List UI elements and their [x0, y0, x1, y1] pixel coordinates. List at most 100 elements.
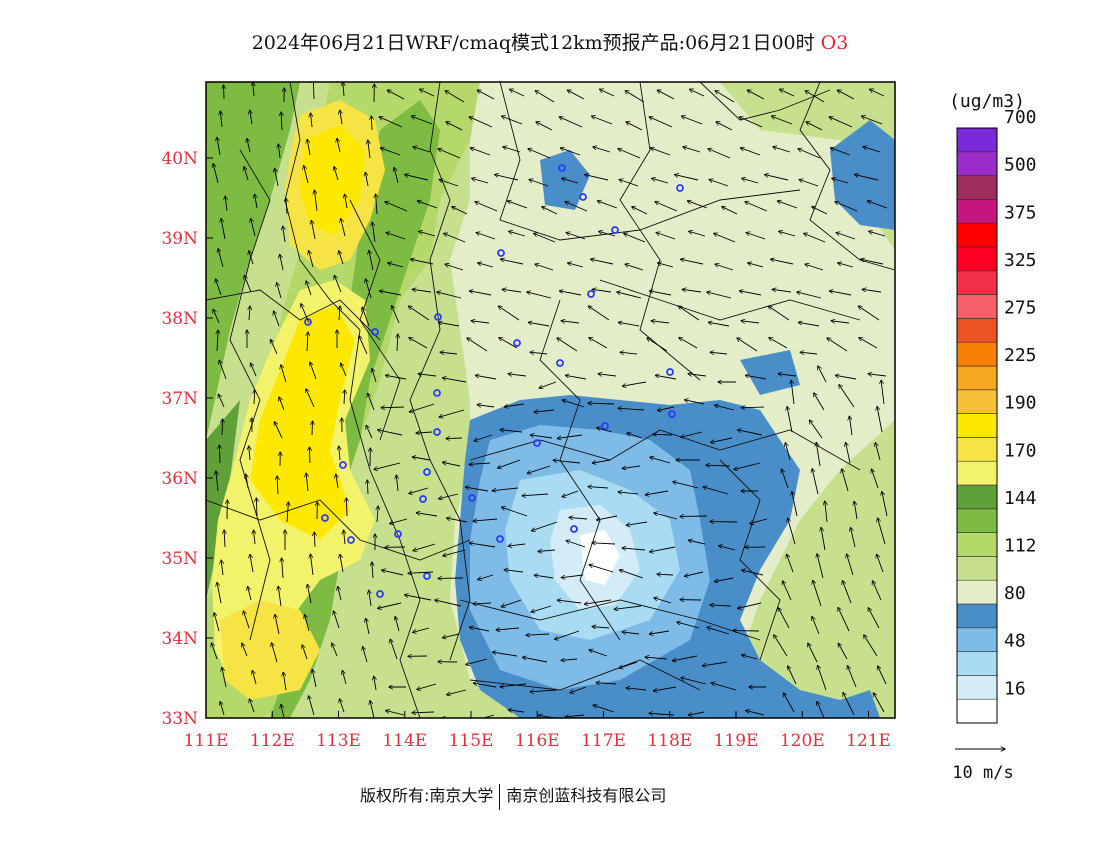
wind-arrow — [217, 137, 221, 156]
wind-arrow — [275, 168, 279, 187]
wind-arrow — [829, 117, 853, 128]
wind-arrow — [588, 403, 615, 404]
wind-arrow — [562, 490, 579, 497]
wind-arrow — [738, 430, 763, 436]
wind-arrow — [655, 375, 677, 380]
wind-arrow — [312, 669, 317, 688]
wind-arrow — [854, 501, 858, 520]
wind-arrow — [562, 400, 585, 408]
wind-arrow — [535, 264, 554, 271]
colorbar-segment — [956, 698, 998, 724]
wind-arrow — [492, 652, 518, 657]
wind-arrow — [702, 661, 728, 666]
wind-arrow — [467, 338, 488, 352]
y-tick-label: 36N — [161, 469, 198, 489]
wind-arrow — [412, 457, 431, 461]
wind-arrow — [411, 116, 433, 125]
colorbar-label: 375 — [1004, 202, 1037, 223]
wind-arrow — [632, 207, 648, 215]
wind-arrow — [817, 701, 825, 718]
wind-arrow — [539, 381, 557, 388]
wind-vectors — [211, 82, 888, 718]
wind-arrow — [408, 572, 434, 573]
wind-arrow — [715, 264, 734, 271]
wind-arrow — [589, 338, 608, 349]
wind-arrow — [715, 91, 735, 103]
wind-arrow — [275, 614, 280, 635]
wind-arrow — [585, 175, 609, 181]
wind-arrow — [527, 292, 552, 299]
wind-arrow — [745, 375, 767, 380]
colorbar-segment — [956, 318, 998, 343]
wind-arrow — [619, 661, 638, 668]
wind-arrow — [655, 202, 678, 212]
wind-arrow — [642, 717, 644, 718]
wind-arrow — [475, 375, 497, 380]
wind-arrow — [568, 263, 584, 268]
wind-arrow — [877, 554, 884, 573]
wind-arrow — [688, 374, 707, 376]
wind-arrow — [557, 434, 583, 438]
wind-arrow — [737, 338, 758, 352]
colorbar-frame — [956, 127, 998, 724]
wind-arrow — [377, 506, 378, 523]
wind-arrow — [710, 352, 728, 354]
wind-arrow — [343, 82, 344, 97]
wind-arrow — [716, 122, 733, 131]
wind-arrow — [836, 232, 856, 240]
wind-arrow — [368, 393, 375, 411]
wind-arrow — [501, 116, 523, 125]
wind-arrow — [392, 306, 400, 324]
wind-arrow — [221, 560, 223, 576]
wind-arrow — [379, 291, 402, 296]
wind-arrow — [827, 338, 848, 352]
wind-arrow — [715, 405, 735, 411]
wind-arrow — [370, 700, 375, 718]
x-tick-label: 120E — [780, 731, 825, 751]
wind-arrow — [846, 442, 851, 464]
wind-arrow — [386, 232, 406, 240]
wind-arrow — [274, 422, 283, 439]
wind-arrow — [565, 202, 588, 212]
wind-arrow — [598, 374, 617, 376]
y-tick-label: 40N — [161, 149, 198, 169]
wind-arrow — [593, 705, 615, 713]
wind-arrow — [242, 643, 248, 657]
wind-arrow — [387, 90, 405, 100]
wind-arrow — [442, 633, 460, 638]
city-markers — [304, 164, 684, 598]
wind-arrow — [213, 164, 219, 184]
wind-arrow — [557, 600, 582, 604]
wind-arrow — [386, 710, 405, 716]
colorbar-label: 48 — [1004, 631, 1026, 652]
x-tick-label: 118E — [647, 731, 692, 751]
wind-arrow — [465, 487, 489, 492]
wind-arrow — [473, 603, 492, 604]
wind-arrow — [452, 207, 468, 215]
wind-arrow — [248, 586, 252, 601]
wind-arrow — [341, 219, 346, 237]
wind-arrow — [561, 321, 580, 323]
wind-arrow — [419, 89, 435, 97]
wind-arrow — [385, 202, 408, 212]
wind-arrow — [871, 469, 879, 489]
wind-arrow — [689, 231, 706, 237]
wind-arrow — [868, 374, 887, 376]
wind-arrow — [309, 447, 310, 464]
wind-arrow — [592, 543, 616, 544]
wind-arrow — [847, 554, 854, 576]
wind-arrow — [656, 232, 676, 240]
province-boundaries — [206, 82, 895, 718]
wind-arrow — [688, 711, 705, 715]
wind-arrow — [787, 554, 794, 573]
wind-arrow — [220, 111, 222, 128]
wind-arrow — [481, 714, 495, 718]
wind-arrow — [439, 493, 459, 499]
wind-arrow — [873, 693, 885, 713]
wind-arrow — [627, 433, 643, 439]
colorbar-label: 190 — [1004, 393, 1037, 414]
wind-arrow — [652, 178, 669, 184]
wind-arrow — [777, 201, 798, 209]
wind-arrow — [741, 321, 760, 323]
wind-arrow — [849, 416, 853, 436]
